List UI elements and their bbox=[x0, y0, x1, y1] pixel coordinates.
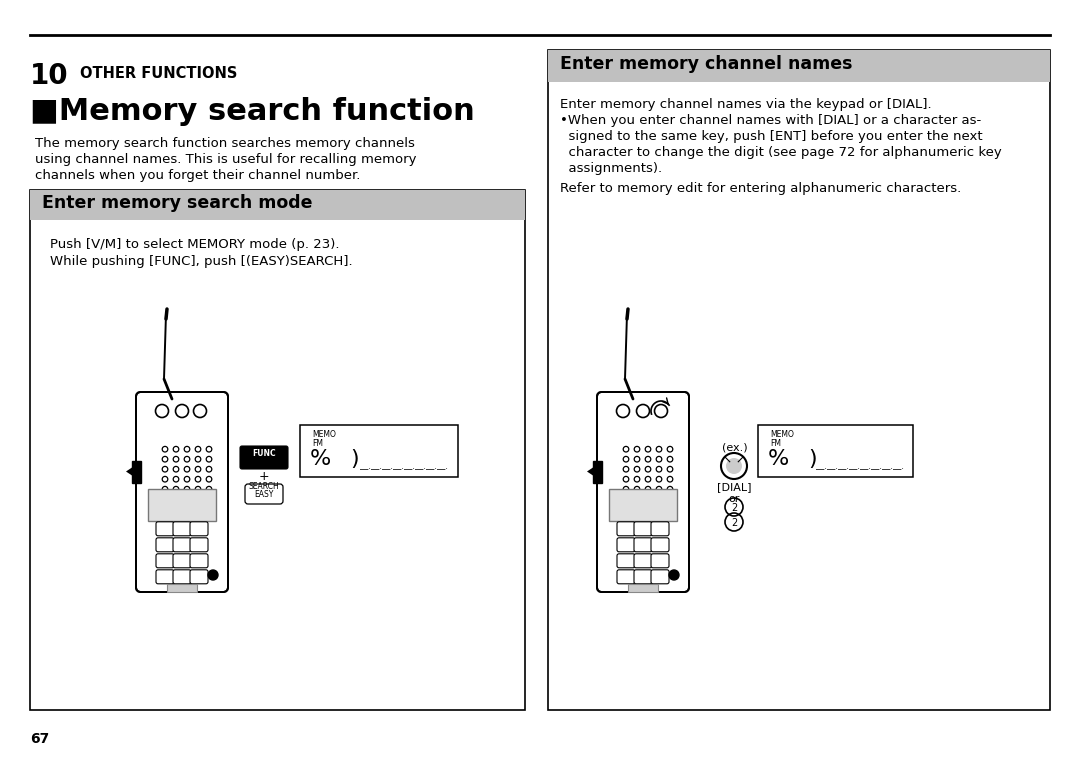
Bar bbox=[609, 488, 677, 520]
Text: or: or bbox=[728, 494, 740, 504]
Polygon shape bbox=[588, 468, 593, 475]
Bar bbox=[300, 425, 458, 477]
FancyBboxPatch shape bbox=[136, 392, 228, 592]
Text: The memory search function searches memory channels: The memory search function searches memo… bbox=[35, 137, 415, 150]
Polygon shape bbox=[126, 468, 132, 475]
FancyBboxPatch shape bbox=[173, 522, 191, 536]
FancyBboxPatch shape bbox=[634, 570, 652, 584]
FancyBboxPatch shape bbox=[634, 554, 652, 568]
Text: %: % bbox=[768, 449, 789, 469]
Bar bbox=[167, 584, 197, 592]
Text: Refer to memory edit for entering alphanumeric characters.: Refer to memory edit for entering alphan… bbox=[561, 182, 961, 195]
Bar bbox=[139, 397, 225, 463]
Text: FUNC: FUNC bbox=[253, 449, 275, 458]
Text: ―·―·―·―·―·―·―·―·: ―·―·―·―·―·―·―·―· bbox=[816, 465, 904, 474]
Circle shape bbox=[669, 570, 679, 580]
FancyBboxPatch shape bbox=[597, 392, 689, 592]
FancyBboxPatch shape bbox=[156, 554, 174, 568]
Text: ■Memory search function: ■Memory search function bbox=[30, 97, 475, 126]
FancyBboxPatch shape bbox=[240, 446, 288, 469]
Bar bbox=[758, 425, 913, 477]
Text: SEARCH: SEARCH bbox=[248, 482, 280, 491]
Text: While pushing [FUNC], push [(EASY)SEARCH].: While pushing [FUNC], push [(EASY)SEARCH… bbox=[50, 255, 353, 268]
FancyBboxPatch shape bbox=[617, 554, 635, 568]
FancyBboxPatch shape bbox=[634, 538, 652, 552]
Circle shape bbox=[208, 570, 218, 580]
Text: ): ) bbox=[350, 449, 359, 469]
FancyBboxPatch shape bbox=[651, 570, 669, 584]
FancyBboxPatch shape bbox=[173, 538, 191, 552]
FancyBboxPatch shape bbox=[173, 554, 191, 568]
FancyBboxPatch shape bbox=[173, 570, 191, 584]
Text: 10: 10 bbox=[30, 62, 69, 90]
Text: Enter memory search mode: Enter memory search mode bbox=[42, 194, 312, 212]
Text: FM: FM bbox=[312, 439, 323, 448]
Text: Push [V/M] to select MEMORY mode (p. 23).: Push [V/M] to select MEMORY mode (p. 23)… bbox=[50, 238, 339, 251]
Circle shape bbox=[726, 458, 742, 474]
Text: assignments).: assignments). bbox=[561, 162, 662, 175]
Text: +: + bbox=[259, 470, 269, 483]
FancyBboxPatch shape bbox=[651, 554, 669, 568]
FancyBboxPatch shape bbox=[617, 570, 635, 584]
Text: MEMO: MEMO bbox=[312, 430, 336, 439]
Text: 67: 67 bbox=[30, 732, 50, 746]
Text: Enter memory channel names: Enter memory channel names bbox=[561, 55, 852, 73]
Text: •When you enter channel names with [DIAL] or a character as-: •When you enter channel names with [DIAL… bbox=[561, 114, 982, 127]
Text: %: % bbox=[310, 449, 332, 469]
Bar bbox=[148, 488, 216, 520]
Text: ―·―·―·―·―·―·―·―·: ―·―·―·―·―·―·―·―· bbox=[360, 465, 448, 474]
FancyBboxPatch shape bbox=[634, 522, 652, 536]
Text: OTHER FUNCTIONS: OTHER FUNCTIONS bbox=[80, 66, 238, 81]
FancyBboxPatch shape bbox=[651, 538, 669, 552]
FancyBboxPatch shape bbox=[190, 522, 208, 536]
Bar bbox=[30, 190, 525, 220]
FancyBboxPatch shape bbox=[190, 554, 208, 568]
FancyBboxPatch shape bbox=[190, 570, 208, 584]
Bar bbox=[593, 460, 602, 482]
Text: Enter memory channel names via the keypad or [DIAL].: Enter memory channel names via the keypa… bbox=[561, 98, 932, 111]
Text: [DIAL]: [DIAL] bbox=[717, 482, 752, 492]
Text: character to change the digit (see page 72 for alphanumeric key: character to change the digit (see page … bbox=[561, 146, 1002, 159]
FancyBboxPatch shape bbox=[190, 538, 208, 552]
FancyBboxPatch shape bbox=[245, 484, 283, 504]
Text: 2: 2 bbox=[731, 503, 738, 513]
FancyBboxPatch shape bbox=[156, 522, 174, 536]
Text: channels when you forget their channel number.: channels when you forget their channel n… bbox=[35, 169, 361, 182]
FancyBboxPatch shape bbox=[651, 522, 669, 536]
FancyBboxPatch shape bbox=[617, 522, 635, 536]
FancyBboxPatch shape bbox=[156, 538, 174, 552]
Bar bbox=[627, 584, 658, 592]
Text: using channel names. This is useful for recalling memory: using channel names. This is useful for … bbox=[35, 153, 417, 166]
FancyBboxPatch shape bbox=[617, 538, 635, 552]
Text: EASY: EASY bbox=[254, 490, 273, 499]
Bar bbox=[132, 460, 141, 482]
Bar bbox=[600, 397, 686, 463]
FancyBboxPatch shape bbox=[156, 570, 174, 584]
Bar bbox=[548, 50, 1050, 710]
Text: MEMO: MEMO bbox=[770, 430, 794, 439]
Text: ): ) bbox=[808, 449, 816, 469]
Bar bbox=[30, 190, 525, 710]
Bar bbox=[548, 50, 1050, 82]
Text: (ex.): (ex.) bbox=[723, 442, 747, 452]
Text: FM: FM bbox=[770, 439, 781, 448]
Text: 2: 2 bbox=[731, 518, 738, 528]
Text: signed to the same key, push [ENT] before you enter the next: signed to the same key, push [ENT] befor… bbox=[561, 130, 983, 143]
